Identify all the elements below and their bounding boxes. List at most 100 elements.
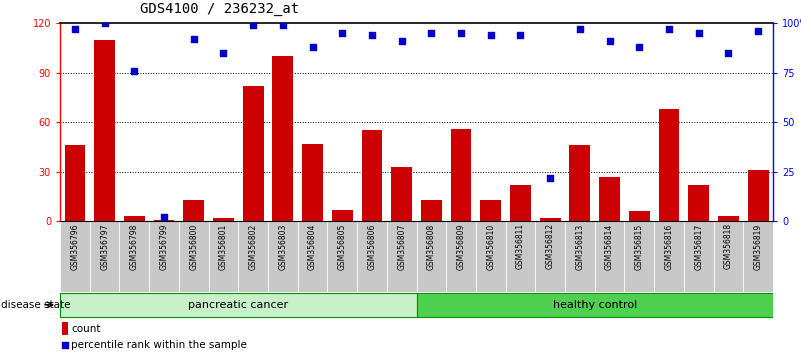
Point bbox=[247, 22, 260, 28]
Bar bbox=[629, 211, 650, 221]
Bar bbox=[417, 221, 446, 292]
Text: GSM356799: GSM356799 bbox=[159, 223, 168, 270]
Bar bbox=[417, 293, 773, 317]
Point bbox=[751, 28, 764, 34]
Bar bbox=[718, 216, 739, 221]
Bar bbox=[328, 221, 357, 292]
Text: GSM356815: GSM356815 bbox=[635, 223, 644, 270]
Text: GSM356805: GSM356805 bbox=[338, 223, 347, 270]
Bar bbox=[594, 221, 625, 292]
Bar bbox=[361, 130, 382, 221]
Point bbox=[633, 44, 646, 50]
Bar bbox=[684, 221, 714, 292]
Bar bbox=[446, 221, 476, 292]
Bar bbox=[62, 322, 68, 335]
Text: percentile rank within the sample: percentile rank within the sample bbox=[71, 340, 248, 350]
Text: GSM356808: GSM356808 bbox=[427, 223, 436, 270]
Bar bbox=[714, 221, 743, 292]
Bar bbox=[268, 221, 298, 292]
Bar bbox=[124, 216, 145, 221]
Bar bbox=[535, 221, 565, 292]
Text: GSM356814: GSM356814 bbox=[605, 223, 614, 270]
Point bbox=[544, 175, 557, 181]
Text: count: count bbox=[71, 324, 101, 333]
Text: GSM356806: GSM356806 bbox=[368, 223, 376, 270]
Bar bbox=[239, 221, 268, 292]
Bar bbox=[451, 129, 472, 221]
Point bbox=[158, 215, 171, 220]
Bar bbox=[658, 109, 679, 221]
Bar bbox=[391, 167, 412, 221]
Bar bbox=[570, 145, 590, 221]
Bar bbox=[747, 170, 768, 221]
Point bbox=[514, 32, 527, 38]
Point bbox=[425, 30, 438, 36]
Bar bbox=[302, 144, 323, 221]
Point bbox=[128, 68, 141, 73]
Bar bbox=[95, 40, 115, 221]
Text: GDS4100 / 236232_at: GDS4100 / 236232_at bbox=[140, 2, 300, 16]
Point bbox=[395, 38, 408, 44]
Text: GSM356802: GSM356802 bbox=[248, 223, 258, 270]
Bar bbox=[599, 177, 620, 221]
Text: GSM356817: GSM356817 bbox=[694, 223, 703, 270]
Text: GSM356811: GSM356811 bbox=[516, 223, 525, 269]
Text: GSM356810: GSM356810 bbox=[486, 223, 495, 270]
Point bbox=[455, 30, 468, 36]
Text: GSM356797: GSM356797 bbox=[100, 223, 109, 270]
Bar bbox=[243, 86, 264, 221]
Point bbox=[662, 26, 675, 32]
Text: GSM356798: GSM356798 bbox=[130, 223, 139, 270]
Text: GSM356807: GSM356807 bbox=[397, 223, 406, 270]
Point bbox=[692, 30, 705, 36]
Bar bbox=[565, 221, 594, 292]
Point bbox=[365, 32, 378, 38]
Point bbox=[58, 342, 71, 348]
Bar bbox=[476, 221, 505, 292]
Text: GSM356800: GSM356800 bbox=[189, 223, 198, 270]
Bar bbox=[743, 221, 773, 292]
Point bbox=[276, 22, 289, 28]
Bar bbox=[332, 210, 352, 221]
Point bbox=[603, 38, 616, 44]
Bar bbox=[421, 200, 442, 221]
Bar bbox=[119, 221, 149, 292]
Point bbox=[217, 50, 230, 56]
Bar bbox=[179, 221, 208, 292]
Bar bbox=[90, 221, 119, 292]
Text: GSM356819: GSM356819 bbox=[754, 223, 763, 270]
Point bbox=[306, 44, 319, 50]
Point bbox=[69, 26, 82, 32]
Point bbox=[99, 20, 111, 26]
Bar bbox=[183, 200, 204, 221]
Point bbox=[485, 32, 497, 38]
Text: GSM356801: GSM356801 bbox=[219, 223, 228, 270]
Bar bbox=[688, 185, 709, 221]
Bar bbox=[213, 218, 234, 221]
Text: GSM356812: GSM356812 bbox=[545, 223, 554, 269]
Point bbox=[336, 30, 348, 36]
Text: GSM356818: GSM356818 bbox=[724, 223, 733, 269]
Bar bbox=[625, 221, 654, 292]
Bar bbox=[149, 221, 179, 292]
Bar bbox=[60, 221, 90, 292]
Point bbox=[722, 50, 735, 56]
Point bbox=[187, 36, 200, 42]
Text: GSM356809: GSM356809 bbox=[457, 223, 465, 270]
Bar bbox=[298, 221, 328, 292]
Text: GSM356804: GSM356804 bbox=[308, 223, 317, 270]
Bar bbox=[540, 218, 561, 221]
Bar bbox=[654, 221, 684, 292]
Text: GSM356816: GSM356816 bbox=[665, 223, 674, 270]
Bar bbox=[208, 221, 239, 292]
Bar bbox=[510, 185, 531, 221]
Text: GSM356803: GSM356803 bbox=[279, 223, 288, 270]
Bar bbox=[505, 221, 535, 292]
Bar bbox=[481, 200, 501, 221]
Text: GSM356813: GSM356813 bbox=[575, 223, 585, 270]
Text: GSM356796: GSM356796 bbox=[70, 223, 79, 270]
Text: pancreatic cancer: pancreatic cancer bbox=[188, 300, 288, 310]
Bar bbox=[154, 219, 175, 221]
Bar bbox=[387, 221, 417, 292]
Bar bbox=[272, 56, 293, 221]
